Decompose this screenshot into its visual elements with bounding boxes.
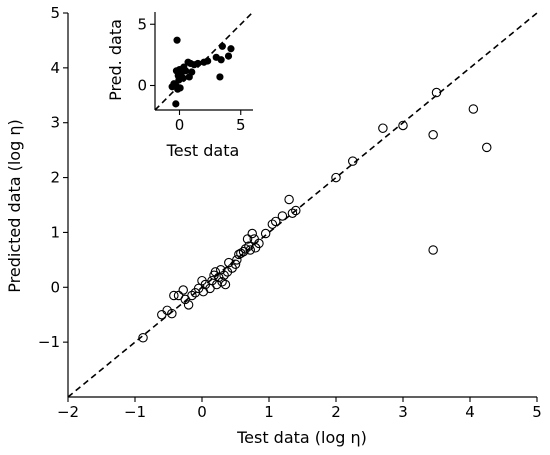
main-x-axis-title: Test data (log η) xyxy=(236,428,367,447)
main-data-point xyxy=(220,279,231,290)
inset-data-point xyxy=(216,73,224,81)
inset-data-point xyxy=(176,84,184,92)
inset-data-point xyxy=(224,52,233,60)
main-data-point xyxy=(167,308,177,319)
main-x-tick-label: 0 xyxy=(197,403,207,421)
inset-data-point xyxy=(194,59,202,68)
main-data-point xyxy=(219,270,229,280)
main-data-point xyxy=(183,300,194,310)
main-data-point xyxy=(187,290,197,301)
main-data-point xyxy=(178,285,188,295)
main-data-point xyxy=(260,228,271,239)
main-data-point xyxy=(242,234,253,244)
main-y-tick-label: 4 xyxy=(50,59,60,77)
main-data-point xyxy=(217,277,227,287)
main-data-point xyxy=(244,241,254,251)
main-x-tick-label: 4 xyxy=(465,403,475,421)
main-y-tick-label: −1 xyxy=(38,333,60,351)
main-reference-line xyxy=(67,12,538,398)
main-y-tick-label: 3 xyxy=(50,114,60,132)
main-data-point xyxy=(398,120,408,131)
main-x-tick-label: −2 xyxy=(57,403,79,421)
inset-data-point xyxy=(217,56,225,64)
main-x-tick-label: −1 xyxy=(124,403,146,421)
inset-data-point xyxy=(179,74,187,82)
main-data-point xyxy=(267,219,278,229)
main-data-point xyxy=(347,156,358,166)
inset-data-point xyxy=(204,57,212,65)
main-data-point xyxy=(428,130,438,140)
main-data-point xyxy=(254,238,264,249)
main-y-tick-label: 2 xyxy=(50,169,60,187)
main-data-point xyxy=(277,211,288,221)
main-y-axis-title: Predicted data (log η) xyxy=(5,119,24,292)
main-data-point xyxy=(431,87,442,98)
main-y-tick-label: 1 xyxy=(50,223,60,241)
main-data-point xyxy=(234,249,244,260)
inset-data-point xyxy=(227,45,235,53)
main-data-point xyxy=(481,142,492,153)
inset-data-point xyxy=(218,42,226,50)
main-data-point xyxy=(162,305,172,316)
inset-x-tick-label: 0 xyxy=(175,116,185,134)
inset-y-tick-label: 5 xyxy=(137,15,147,33)
main-data-point xyxy=(331,172,341,183)
main-data-point xyxy=(157,309,167,320)
main-data-point xyxy=(245,245,255,255)
main-data-point xyxy=(378,123,388,133)
main-data-point xyxy=(240,244,251,254)
main-data-point xyxy=(428,245,438,255)
main-data-point xyxy=(468,104,479,114)
main-plot: −2 −1 0 1 2 3 4 5 −1 0 1 2 3 4 5 xyxy=(38,4,542,421)
inset-y-tick-label: 0 xyxy=(137,77,147,95)
inset-y-axis-title: Pred. data xyxy=(106,19,125,101)
main-data-point xyxy=(270,216,281,227)
main-x-tick-label: 1 xyxy=(264,403,274,421)
main-x-tick-label: 2 xyxy=(331,403,341,421)
inset-data-point xyxy=(172,100,180,108)
inset-x-axis-title: Test data xyxy=(166,141,240,160)
main-data-point xyxy=(247,228,258,239)
main-data-point xyxy=(169,290,179,301)
inset-data-point xyxy=(173,36,181,44)
main-data-point xyxy=(138,333,148,343)
inset-reference-line xyxy=(154,11,254,111)
main-data-point xyxy=(238,246,249,257)
main-data-point xyxy=(287,208,298,218)
main-y-tick-label: 5 xyxy=(50,4,60,22)
main-y-tick-label: 0 xyxy=(50,278,60,296)
inset-plot: 0 5 0 5 xyxy=(137,11,254,134)
main-data-point xyxy=(210,267,221,277)
main-data-point xyxy=(291,205,301,216)
main-x-tick-label: 3 xyxy=(398,403,408,421)
main-data-point xyxy=(230,259,241,269)
inset-data-point xyxy=(182,67,190,75)
inset-data-point xyxy=(188,68,196,76)
inset-x-tick-label: 5 xyxy=(236,116,246,134)
main-data-point xyxy=(216,264,226,275)
main-x-tick-label: 5 xyxy=(532,403,542,421)
main-data-point xyxy=(284,194,294,205)
